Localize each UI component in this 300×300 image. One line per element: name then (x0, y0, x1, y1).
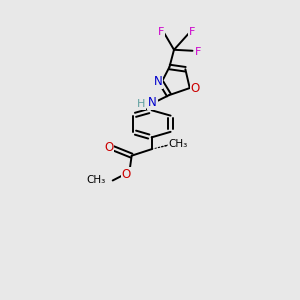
Text: N: N (148, 97, 157, 110)
Text: F: F (195, 46, 201, 57)
Text: O: O (122, 168, 131, 181)
Text: N: N (154, 75, 163, 88)
Text: O: O (191, 82, 200, 94)
Text: CH₃: CH₃ (169, 139, 188, 149)
Text: H: H (137, 99, 145, 109)
Text: F: F (189, 27, 195, 37)
Text: O: O (104, 141, 113, 154)
Text: F: F (158, 27, 164, 37)
Text: CH₃: CH₃ (86, 176, 105, 185)
